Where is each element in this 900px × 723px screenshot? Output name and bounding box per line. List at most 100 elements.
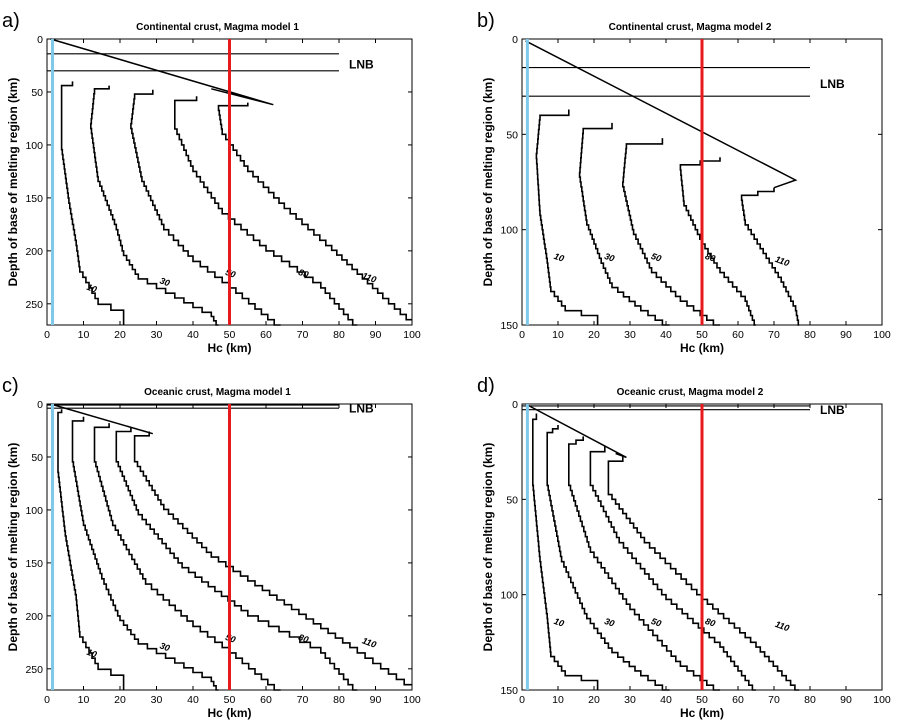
x-tick-label: 30 — [624, 329, 636, 341]
x-axis-label: Hc (km) — [680, 706, 724, 720]
contour-line-110 — [740, 187, 800, 326]
x-tick-label: 60 — [732, 694, 744, 706]
contour-line-50 — [93, 423, 281, 691]
y-axis-label: Depth of base of melting region (km) — [6, 78, 20, 287]
lnb-label: LNB — [349, 57, 374, 71]
y-tick-label: 150 — [25, 558, 43, 570]
x-tick-label: 20 — [588, 694, 600, 706]
y-tick-label: 200 — [25, 246, 43, 258]
contour-line-30 — [546, 425, 670, 691]
x-tick-label: 90 — [370, 329, 382, 341]
contour-label: 50 — [650, 616, 663, 629]
chart-panel-2: c) Oceanic crust, Magma model 1 0 10 20 30 40 5… — [2, 375, 421, 720]
y-tick-label: 50 — [31, 452, 43, 464]
contour-label: 110 — [774, 619, 791, 633]
x-tick-label: 90 — [840, 329, 852, 341]
x-tick-label: 40 — [660, 329, 672, 341]
x-tick-label: 60 — [260, 694, 272, 706]
contour-label: 10 — [553, 616, 566, 629]
y-tick-label: 50 — [506, 129, 518, 141]
x-tick-label: 60 — [732, 329, 744, 341]
contour-line-50 — [568, 436, 720, 691]
x-tick-label: 70 — [297, 694, 309, 706]
y-tick-label: 0 — [512, 399, 518, 411]
contour-line-30 — [90, 85, 219, 326]
y-tick-label: 100 — [500, 590, 518, 602]
x-tick-label: 10 — [78, 329, 90, 341]
solidus-envelope — [525, 403, 627, 459]
y-tick-label: 100 — [25, 505, 43, 517]
panel-letter: d) — [477, 375, 495, 397]
contour-label: 80 — [297, 267, 310, 280]
contour-line-10 — [57, 409, 125, 690]
x-tick-label: 20 — [588, 329, 600, 341]
x-tick-label: 80 — [333, 694, 345, 706]
x-tick-label: 30 — [151, 694, 163, 706]
lnb-label: LNB — [820, 403, 845, 417]
lnb-label: LNB — [349, 402, 374, 416]
contour-line-50 — [622, 138, 720, 326]
y-tick-label: 150 — [500, 685, 518, 697]
y-tick-label: 0 — [512, 34, 518, 46]
x-tick-label: 0 — [519, 329, 525, 341]
x-tick-label: 80 — [804, 694, 816, 706]
panel-letter: a) — [2, 10, 20, 32]
y-axis-label: Depth of base of melting region (km) — [481, 78, 495, 287]
x-tick-label: 30 — [624, 694, 636, 706]
x-tick-label: 80 — [333, 329, 345, 341]
contour-line-110 — [133, 431, 412, 686]
x-tick-label: 50 — [224, 329, 236, 341]
y-tick-label: 250 — [25, 299, 43, 311]
panel-letter: b) — [477, 10, 495, 32]
lnb-label: LNB — [820, 77, 845, 91]
x-tick-label: 50 — [224, 694, 236, 706]
x-axis-label: Hc (km) — [680, 341, 724, 355]
contour-label: 10 — [553, 251, 566, 264]
contour-line-80 — [115, 427, 358, 691]
y-tick-label: 150 — [25, 193, 43, 205]
x-tick-label: 50 — [696, 694, 708, 706]
contour-label: 10 — [85, 282, 98, 295]
x-tick-label: 20 — [114, 694, 126, 706]
x-axis-label: Hc (km) — [207, 341, 251, 355]
x-axis-label: Hc (km) — [207, 706, 251, 720]
contour-line-30 — [578, 122, 670, 326]
y-tick-label: 0 — [37, 34, 43, 46]
contour-label: 50 — [650, 251, 663, 264]
y-tick-label: 250 — [25, 664, 43, 676]
x-tick-label: 80 — [804, 329, 816, 341]
chart-panel-0: a) Continental crust, Magma model 1 0 10 20 3… — [2, 10, 421, 355]
y-axis-label: Depth of base of melting region (km) — [481, 443, 495, 652]
x-tick-label: 100 — [403, 694, 421, 706]
contour-label: 80 — [297, 632, 310, 645]
x-tick-label: 70 — [768, 694, 780, 706]
chart-title: Continental crust, Magma model 1 — [136, 22, 299, 33]
x-tick-label: 50 — [696, 329, 708, 341]
y-tick-label: 200 — [25, 611, 43, 623]
y-tick-label: 100 — [500, 225, 518, 237]
y-axis-label: Depth of base of melting region (km) — [6, 443, 20, 652]
x-tick-label: 70 — [297, 329, 309, 341]
contour-label: 110 — [774, 254, 791, 268]
contour-label: 110 — [361, 271, 378, 285]
x-tick-label: 90 — [370, 694, 382, 706]
y-tick-label: 0 — [37, 399, 43, 411]
solidus-envelope — [525, 40, 798, 189]
contour-line-10 — [532, 413, 599, 690]
contour-line-80 — [589, 445, 756, 691]
chart-title: Oceanic crust, Magma model 1 — [144, 387, 291, 398]
chart-title: Oceanic crust, Magma model 2 — [617, 387, 764, 398]
chart-title: Continental crust, Magma model 2 — [609, 22, 772, 33]
contour-label: 10 — [85, 647, 98, 660]
contour-line-30 — [71, 416, 219, 691]
x-tick-label: 0 — [519, 694, 525, 706]
x-tick-label: 40 — [660, 694, 672, 706]
x-tick-label: 40 — [187, 329, 199, 341]
contour-label: 30 — [158, 641, 171, 654]
x-tick-label: 20 — [114, 329, 126, 341]
contour-line-10 — [535, 109, 599, 325]
y-tick-label: 150 — [500, 320, 518, 332]
contour-label: 80 — [704, 616, 717, 629]
contour-line-10 — [60, 81, 125, 325]
